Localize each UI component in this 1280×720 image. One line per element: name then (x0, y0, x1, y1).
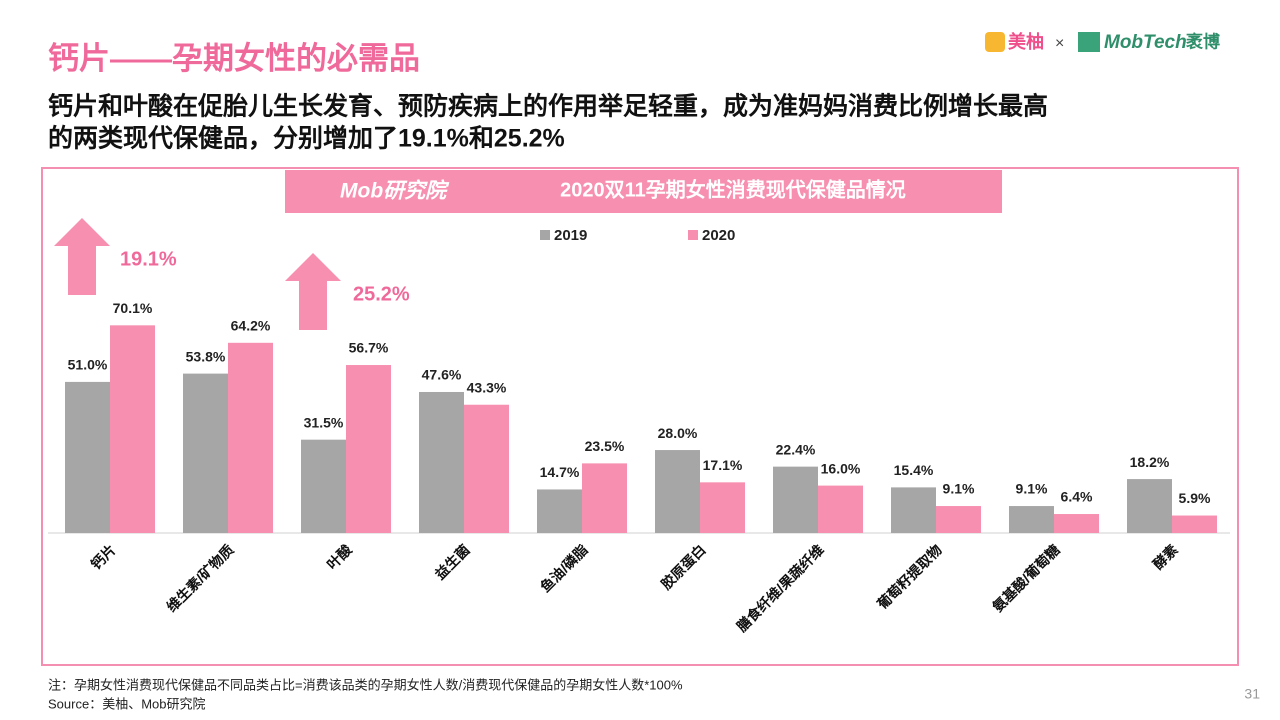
legend-label: 2019 (554, 227, 587, 244)
value-label: 5.9% (1179, 490, 1211, 506)
bar (110, 325, 155, 533)
legend-swatch (688, 230, 698, 240)
chart-title: 2020双11孕期女性消费现代保健品情况 (560, 177, 906, 201)
value-label: 9.1% (943, 481, 975, 497)
bar (65, 381, 110, 533)
logo-left: 美柚 (1008, 31, 1044, 52)
subtitle: 钙片和叶酸在促胎儿生长发育、预防疾病上的作用举足轻重，成为准妈妈消费比例增长最高 (48, 92, 1048, 121)
value-label: 16.0% (821, 460, 861, 476)
bar (537, 489, 582, 533)
value-label: 51.0% (68, 357, 108, 373)
value-label: 17.1% (703, 457, 743, 473)
chart-header (285, 170, 1002, 213)
legend-swatch (540, 230, 550, 240)
value-label: 43.3% (467, 379, 507, 395)
x-tick-label: 鱼油/磷脂 (537, 541, 591, 595)
legend-label: 2020 (702, 227, 735, 244)
value-label: 70.1% (113, 300, 153, 316)
bar (582, 463, 627, 533)
value-label: 23.5% (585, 438, 625, 454)
x-tick-label: 膳食纤维/果蔬纤维 (733, 541, 826, 634)
value-label: 64.2% (231, 318, 271, 334)
logo-icon (985, 32, 1005, 52)
slide-title: 钙片——孕期女性的必需品 (48, 41, 420, 76)
chart-frame (41, 167, 1239, 666)
x-tick-label: 氨基酸/葡萄糖 (989, 541, 1062, 614)
logo-sep: × (1055, 35, 1064, 52)
value-label: 22.4% (776, 441, 816, 457)
value-label: 53.8% (186, 348, 226, 364)
x-tick-label: 胶原蛋白 (658, 541, 709, 592)
x-tick-label: 益生菌 (432, 541, 473, 582)
bar (1009, 506, 1054, 533)
x-tick-label: 维生素/矿物质 (163, 541, 236, 614)
bar (818, 485, 863, 533)
badge: Mob研究院 (340, 179, 450, 203)
x-tick-label: 酵素 (1150, 541, 1181, 572)
value-label: 31.5% (304, 414, 344, 430)
value-label: 15.4% (894, 462, 934, 478)
x-tick-label: 葡萄籽提取物 (873, 541, 944, 612)
annotation: 19.1% (120, 248, 177, 270)
bar (891, 487, 936, 533)
bar (700, 482, 745, 533)
bar (1127, 479, 1172, 533)
bar (228, 342, 273, 533)
x-tick-label: 钙片 (88, 541, 119, 572)
bar (1172, 515, 1217, 533)
bar (464, 404, 509, 533)
value-label: 47.6% (422, 367, 462, 383)
up-arrow (285, 253, 341, 330)
up-arrow (54, 218, 110, 295)
x-tick-label: 叶酸 (324, 541, 356, 573)
bar (773, 466, 818, 533)
bar (655, 450, 700, 533)
bar (301, 439, 346, 533)
bar (936, 506, 981, 533)
value-label: 9.1% (1016, 481, 1048, 497)
bar (419, 391, 464, 533)
logo-icon (1078, 32, 1100, 52)
value-label: 6.4% (1061, 489, 1093, 505)
value-label: 56.7% (349, 340, 389, 356)
value-label: 14.7% (540, 464, 580, 480)
note: 注：孕期女性消费现代保健品不同品类占比=消费该品类的孕期女性人数/消费现代保健品… (48, 677, 683, 692)
source: Source：美柚、Mob研究院 (48, 696, 205, 711)
bar (1054, 514, 1099, 533)
bar (346, 365, 391, 533)
annotation: 25.2% (353, 283, 410, 305)
logo-right: MobTech (1104, 32, 1187, 53)
logo-right-cn: 袤博 (1185, 31, 1220, 51)
page-number: 31 (1244, 686, 1260, 702)
subtitle: 的两类现代保健品，分别增加了19.1%和25.2% (48, 124, 565, 153)
bar (183, 373, 228, 533)
value-label: 28.0% (658, 425, 698, 441)
value-label: 18.2% (1130, 454, 1170, 470)
